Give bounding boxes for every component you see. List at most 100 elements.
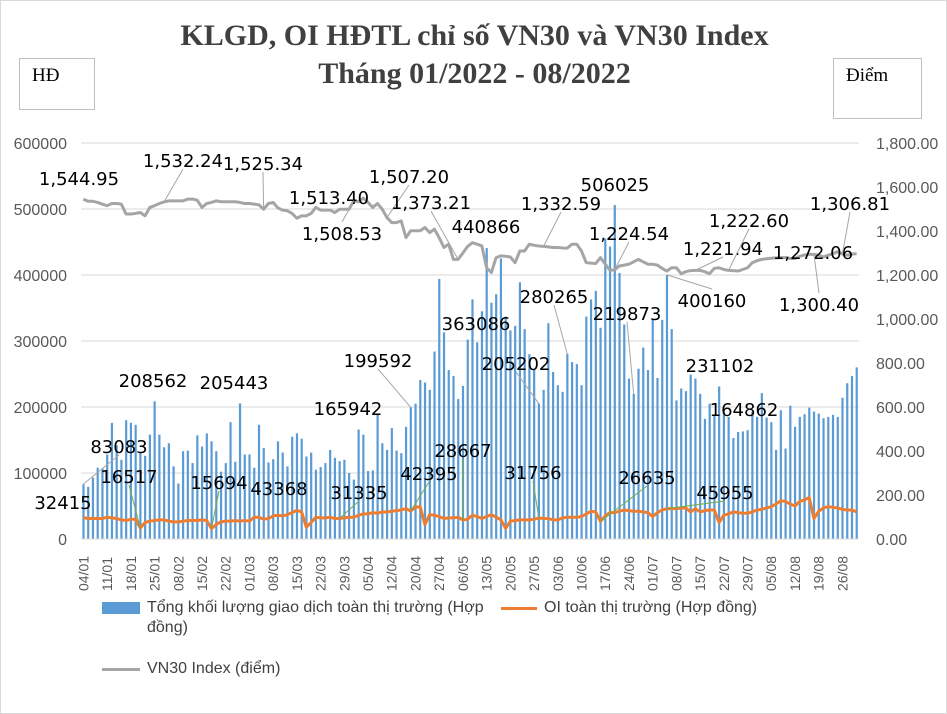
volume-bar (485, 248, 488, 539)
data-label: 1,544.95 (39, 169, 119, 190)
volume-bar (850, 375, 854, 539)
left-axis-tick-label: 100000 (14, 466, 67, 483)
volume-bar (314, 469, 318, 539)
volume-bar (139, 453, 142, 539)
volume-bar (129, 422, 133, 539)
right-axis-tick-label: 1,200.00 (876, 268, 938, 285)
x-axis-tick-label: 27/04 (431, 556, 447, 591)
volume-bar (367, 471, 370, 539)
volume-bar (480, 311, 484, 539)
volume-bar (774, 449, 778, 539)
right-axis-tick-label: 1,400.00 (876, 224, 938, 241)
volume-bar (144, 455, 147, 539)
data-label-leader-line (210, 490, 220, 529)
volume-bar (490, 302, 493, 539)
volume-bar (812, 411, 816, 539)
volume-bar (457, 399, 460, 539)
volume-bar (352, 479, 355, 539)
data-label: 16517 (100, 467, 157, 488)
left-axis-unit-label: HĐ (19, 58, 95, 110)
data-label-leader-line (813, 254, 820, 294)
right-axis-unit-label: Điểm (833, 58, 922, 119)
data-label: 165942 (314, 399, 383, 420)
x-axis-tick-label: 03/06 (550, 556, 566, 591)
volume-bar (580, 385, 583, 539)
volume-bar (518, 282, 522, 539)
volume-bar (291, 436, 294, 539)
volume-bar (552, 372, 555, 539)
right-axis-tick-label: 400.00 (876, 444, 925, 461)
volume-bar (499, 258, 503, 539)
data-label: 400160 (678, 291, 747, 312)
x-axis-tick-label: 22/02 (218, 556, 234, 591)
volume-bar (423, 382, 427, 539)
volume-bar (656, 377, 659, 539)
left-axis-tick-label: 400000 (14, 268, 67, 285)
data-label-leader-line (626, 321, 635, 394)
volume-bar (229, 422, 232, 539)
volume-bar (737, 432, 740, 539)
x-axis-tick-label: 20/05 (502, 556, 518, 591)
volume-bar (343, 459, 346, 539)
volume-bar (523, 329, 526, 539)
volume-bar (257, 424, 261, 539)
data-label: 42395 (400, 464, 457, 485)
x-axis-tick-label: 19/08 (811, 556, 827, 591)
x-axis-tick-label: 15/03 (289, 556, 305, 591)
data-label-leader-line (83, 454, 120, 485)
volume-bar (181, 451, 185, 539)
volume-bar (509, 330, 512, 539)
volume-bar (608, 246, 612, 539)
vn30-index-line (82, 196, 857, 276)
data-label-leader-line (128, 484, 141, 529)
volume-bar (547, 323, 550, 539)
data-label: 1,332.59 (521, 194, 601, 215)
volume-bar (718, 386, 721, 539)
volume-bar (215, 451, 218, 539)
volume-bar (262, 447, 265, 539)
x-axis-tick-label: 04/01 (75, 556, 91, 591)
volume-bar (376, 414, 379, 539)
volume-bar (732, 438, 735, 539)
volume-bar (125, 420, 128, 539)
right-axis-tick-label: 200.00 (876, 488, 925, 505)
volume-bar (632, 393, 635, 539)
volume-bar (561, 391, 564, 539)
volume-bar (234, 461, 237, 539)
volume-bar (827, 416, 830, 539)
data-label: 1,272.06 (773, 243, 853, 264)
volume-bar (447, 370, 450, 539)
volume-bar (148, 434, 151, 539)
volume-bar (722, 412, 725, 539)
volume-bar (751, 411, 754, 539)
volume-bar (855, 367, 858, 539)
volume-bar (91, 477, 95, 539)
volume-bar (134, 424, 137, 539)
volume-bar (756, 416, 759, 539)
volume-bar (746, 430, 749, 539)
data-label: 1,513.40 (289, 188, 369, 209)
data-label: 208562 (119, 371, 188, 392)
volume-bar (471, 299, 474, 539)
right-axis-tick-label: 1,800.00 (876, 136, 938, 153)
chart-title-line-1: KLGD, OI HĐTL chỉ số VN30 và VN30 Index (180, 19, 769, 52)
right-axis-tick-label: 800.00 (876, 356, 925, 373)
volume-bar (585, 316, 588, 539)
volume-bar (533, 370, 536, 539)
volume-bar (205, 433, 208, 539)
data-label-leader-line (666, 274, 713, 290)
volume-bar (153, 401, 156, 539)
legend-swatch-volume (102, 602, 140, 614)
oi-line (83, 495, 858, 531)
volume-bar (542, 389, 545, 539)
volume-bar (295, 433, 299, 539)
data-label: 1,300.40 (779, 295, 859, 316)
legend-swatch-index (102, 668, 140, 671)
data-label: 1,221.94 (683, 239, 763, 260)
volume-bar (438, 278, 441, 539)
data-label-leader-line (695, 256, 724, 271)
x-axis-tick-label: 29/03 (336, 556, 352, 591)
volume-bar (196, 435, 199, 539)
volume-bar (476, 342, 479, 539)
volume-bar (808, 407, 811, 539)
